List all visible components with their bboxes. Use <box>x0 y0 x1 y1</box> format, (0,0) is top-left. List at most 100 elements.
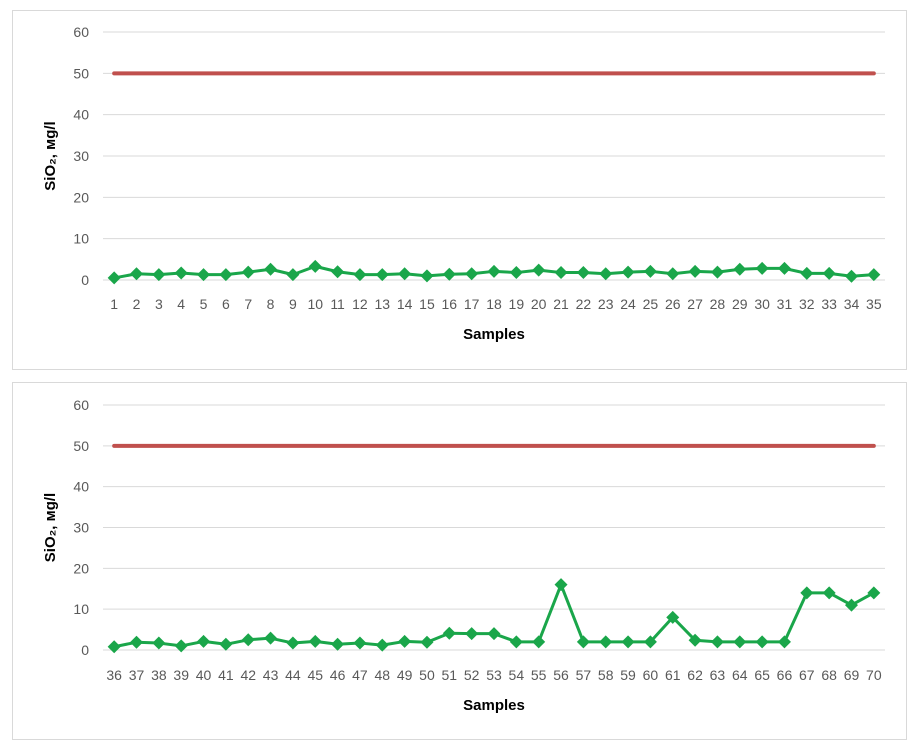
x-tick-label: 55 <box>531 667 547 683</box>
data-point <box>241 633 255 647</box>
x-tick-label: 28 <box>710 296 726 312</box>
data-point <box>666 267 680 281</box>
data-point <box>487 627 501 641</box>
data-point <box>420 635 434 649</box>
data-point <box>442 626 456 640</box>
data-point <box>554 266 568 280</box>
y-tick-label: 0 <box>81 272 89 288</box>
x-tick-label: 37 <box>129 667 145 683</box>
x-tick-label: 17 <box>464 296 480 312</box>
x-tick-label: 68 <box>821 667 837 683</box>
x-tick-label: 8 <box>267 296 275 312</box>
data-point <box>599 635 613 649</box>
data-point <box>733 635 747 649</box>
data-point <box>576 635 590 649</box>
x-tick-label: 14 <box>397 296 413 312</box>
data-point <box>800 266 814 280</box>
data-point <box>666 610 680 624</box>
x-tick-label: 23 <box>598 296 614 312</box>
data-point <box>867 586 881 600</box>
x-tick-label: 41 <box>218 667 234 683</box>
x-tick-label: 21 <box>553 296 569 312</box>
x-tick-label: 40 <box>196 667 212 683</box>
y-tick-label: 30 <box>73 520 89 536</box>
chart-panel-1: 0 10 20 30 40 50 60 1 2 3 4 5 6 7 8 9 10 11 12 13 14 15 16 17 18… <box>12 10 907 370</box>
data-point <box>241 265 255 279</box>
data-point <box>621 265 635 279</box>
y-tick-label: 20 <box>73 189 89 205</box>
data-point <box>107 271 121 285</box>
y-tick-label: 0 <box>81 642 89 658</box>
x-tick-label: 7 <box>244 296 252 312</box>
x-tick-label: 50 <box>419 667 435 683</box>
data-point <box>375 638 389 652</box>
data-point <box>442 267 456 281</box>
x-tick-label: 34 <box>844 296 860 312</box>
x-tick-label: 44 <box>285 667 301 683</box>
data-point <box>197 634 211 648</box>
data-point <box>286 636 300 650</box>
data-point <box>331 637 345 651</box>
x-tick-label: 29 <box>732 296 748 312</box>
x-tick-label: 59 <box>620 667 636 683</box>
data-point <box>688 633 702 647</box>
data-point <box>331 265 345 279</box>
x-tick-label: 30 <box>754 296 770 312</box>
x-tick-label: 36 <box>106 667 122 683</box>
x-tick-label: 11 <box>330 296 345 312</box>
y-tick-label: 40 <box>73 107 89 123</box>
data-point <box>353 268 367 282</box>
x-tick-label: 26 <box>665 296 681 312</box>
data-point <box>286 268 300 282</box>
x-tick-label: 4 <box>177 296 185 312</box>
data-point <box>465 267 479 281</box>
data-point <box>509 635 523 649</box>
data-point <box>353 636 367 650</box>
x-tick-label: 60 <box>643 667 659 683</box>
data-point <box>867 268 881 282</box>
data-point <box>420 269 434 283</box>
y-tick-label: 30 <box>73 148 89 164</box>
data-point <box>777 261 791 275</box>
data-point <box>532 263 546 277</box>
x-tick-label: 35 <box>866 296 882 312</box>
x-tick-label: 10 <box>307 296 323 312</box>
x-tick-label: 15 <box>419 296 435 312</box>
x-tick-label: 16 <box>442 296 458 312</box>
data-point <box>710 635 724 649</box>
x-tick-label: 53 <box>486 667 502 683</box>
line-chart-2: 0 10 20 30 40 50 60 36 37 38 39 40 41 42 43 44 45 46 47 48 4… <box>42 397 885 714</box>
y-tick-label: 60 <box>73 24 89 40</box>
y-tick-label: 50 <box>73 65 89 81</box>
data-point <box>822 586 836 600</box>
x-tick-label: 67 <box>799 667 815 683</box>
data-point <box>308 634 322 648</box>
y-axis-title: SiO₂, мg/l <box>42 121 59 190</box>
x-tick-label: 42 <box>240 667 256 683</box>
y-tick-label: 60 <box>73 397 89 413</box>
x-tick-label: 46 <box>330 667 346 683</box>
data-point <box>398 634 412 648</box>
x-tick-label: 47 <box>352 667 368 683</box>
x-tick-label: 27 <box>687 296 703 312</box>
x-tick-label: 69 <box>844 667 860 683</box>
y-tick-label: 20 <box>73 560 89 576</box>
data-point <box>107 640 121 654</box>
x-tick-label: 61 <box>665 667 681 683</box>
data-point <box>710 265 724 279</box>
x-tick-label: 64 <box>732 667 748 683</box>
data-point <box>822 266 836 280</box>
x-tick-label: 57 <box>576 667 592 683</box>
data-point <box>532 635 546 649</box>
data-point <box>130 635 144 649</box>
data-point <box>197 268 211 282</box>
data-point <box>152 268 166 282</box>
x-tick-label: 54 <box>509 667 525 683</box>
data-point <box>844 598 858 612</box>
data-point <box>308 259 322 273</box>
x-tick-label: 43 <box>263 667 279 683</box>
x-tick-label: 39 <box>173 667 189 683</box>
data-point <box>777 635 791 649</box>
x-tick-label: 6 <box>222 296 230 312</box>
data-point <box>554 578 568 592</box>
